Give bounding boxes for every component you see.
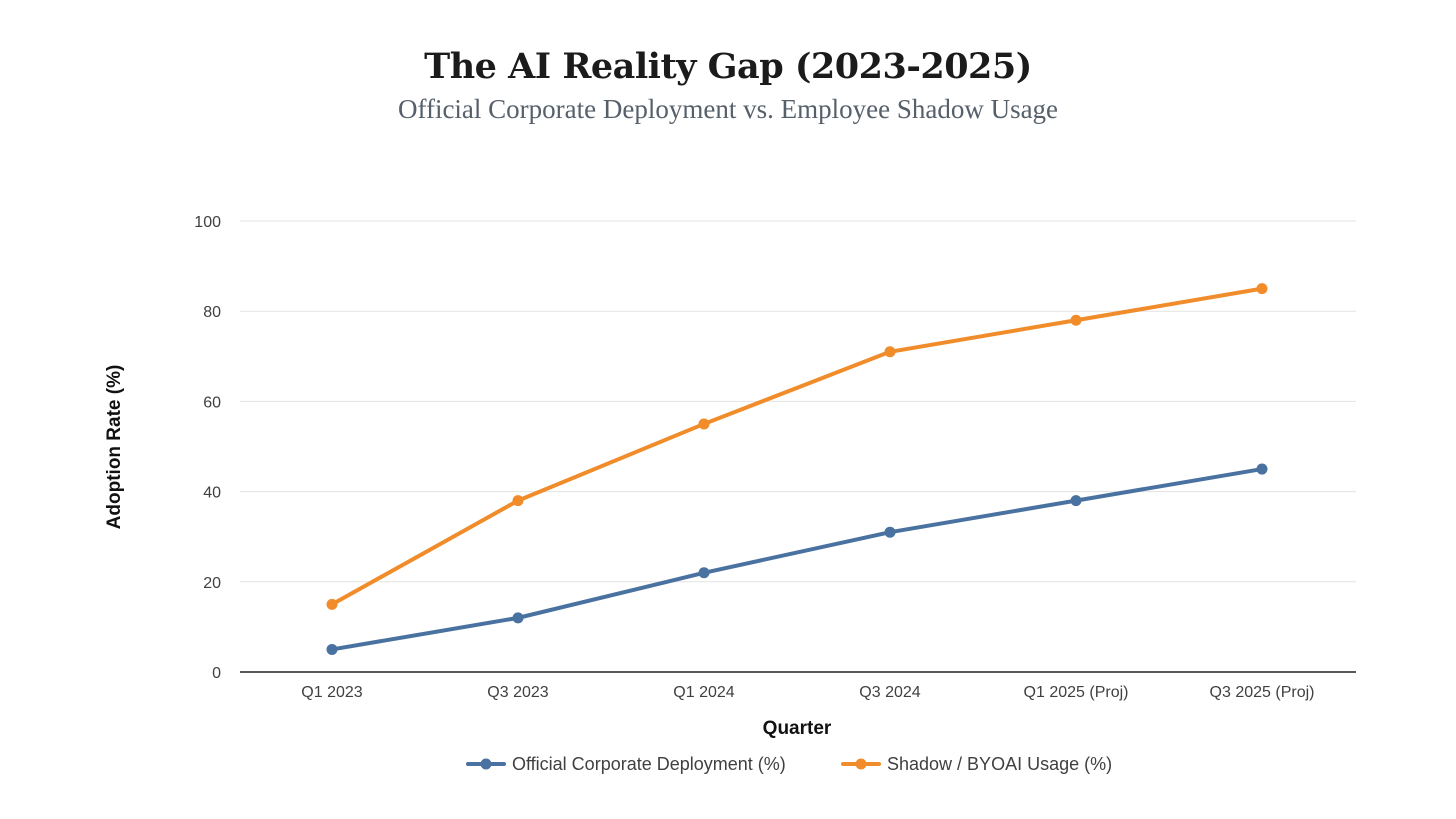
y-tick-label: 20 <box>203 575 221 592</box>
legend-item: Shadow / BYOAI Usage (%) <box>841 754 1112 774</box>
data-point <box>326 598 338 610</box>
data-point <box>1256 283 1268 295</box>
x-axis-title: Quarter <box>763 718 832 739</box>
y-tick-label: 0 <box>212 665 221 682</box>
y-tick-label: 80 <box>203 304 221 321</box>
legend-label: Official Corporate Deployment (%) <box>512 754 786 774</box>
legend-swatch-marker <box>855 758 867 770</box>
data-point <box>512 612 524 624</box>
data-point <box>698 418 710 430</box>
data-point <box>512 495 524 507</box>
x-tick-label: Q1 2024 <box>673 684 734 701</box>
legend-label: Shadow / BYOAI Usage (%) <box>887 754 1112 774</box>
x-tick-label: Q3 2023 <box>487 684 548 701</box>
data-point <box>884 526 896 538</box>
data-point <box>884 346 896 358</box>
data-point <box>698 567 710 579</box>
series-1 <box>326 463 1268 655</box>
x-tick-label: Q1 2025 (Proj) <box>1024 684 1129 701</box>
legend: Official Corporate Deployment (%) Shadow … <box>466 754 1112 774</box>
y-tick-label: 100 <box>194 214 221 231</box>
series-line <box>330 286 1264 607</box>
series-2 <box>326 283 1268 610</box>
data-point <box>326 643 338 655</box>
legend-swatch-marker <box>480 758 492 770</box>
y-axis-ticks: 0 20 40 60 80 100 <box>194 214 221 682</box>
y-tick-label: 60 <box>203 394 221 411</box>
x-tick-label: Q3 2024 <box>859 684 920 701</box>
gridlines <box>240 220 1356 583</box>
series-group <box>326 283 1268 655</box>
x-axis-ticks: Q1 2023 Q3 2023 Q1 2024 Q3 2024 Q1 2025 (Pro… <box>301 684 1314 701</box>
chart-title: The AI Reality Gap (2023-2025) <box>424 46 1032 87</box>
series-line <box>330 467 1264 652</box>
x-tick-label: Q1 2023 <box>301 684 362 701</box>
y-tick-label: 40 <box>203 485 221 502</box>
data-point <box>1256 463 1268 475</box>
y-axis-title: Adoption Rate (%) <box>104 365 125 530</box>
data-point <box>1070 495 1082 507</box>
legend-item: Official Corporate Deployment (%) <box>466 754 786 774</box>
data-point <box>1070 314 1082 326</box>
chart-subtitle: Official Corporate Deployment vs. Employ… <box>397 94 1059 124</box>
x-tick-label: Q3 2025 (Proj) <box>1210 684 1315 701</box>
